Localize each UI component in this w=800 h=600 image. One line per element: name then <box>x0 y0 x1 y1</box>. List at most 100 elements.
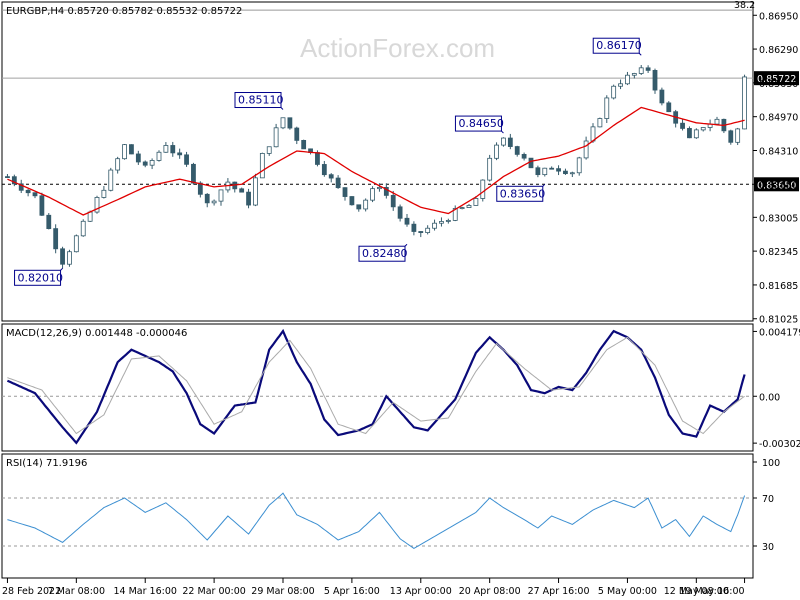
candle-body <box>473 198 479 206</box>
candle-body <box>87 211 93 222</box>
annotation-box <box>454 115 502 132</box>
candle-body <box>191 163 196 184</box>
candle-body <box>259 153 265 179</box>
price-annotation: 0.85110 <box>238 94 284 107</box>
rsi-axis-tick: 30 <box>762 542 774 553</box>
price-axis-tick: 0.82345 <box>759 247 798 258</box>
candle-body <box>156 151 162 161</box>
candle-body <box>60 248 65 265</box>
level-label: 0.83650 <box>757 180 796 191</box>
annotation-leader <box>280 107 284 110</box>
candle-body <box>542 167 548 176</box>
candle-body <box>728 130 734 143</box>
candle-body <box>652 69 658 91</box>
candle-body <box>638 67 644 74</box>
candle-body <box>569 172 575 175</box>
candle-body <box>404 217 410 225</box>
level-label-box <box>754 71 799 86</box>
candle-body <box>142 161 148 166</box>
macd-axis-tick: 0.004179 <box>759 327 800 338</box>
candle-body <box>18 183 24 191</box>
annotation-box <box>14 269 62 286</box>
candle-body <box>445 220 451 222</box>
candle-body <box>645 67 651 71</box>
annotation-box <box>234 92 282 109</box>
rsi-layer: 100 70 30 <box>2 458 780 553</box>
candle-body <box>659 89 665 104</box>
macd-axis-tick: 0.00 <box>759 392 780 403</box>
price-annotation: 0.86170 <box>596 39 642 52</box>
candle-body <box>618 83 623 87</box>
candle-body <box>432 222 437 229</box>
annotation-leader <box>638 52 642 56</box>
time-axis-tick: 20 Apr 08:00 <box>459 586 521 597</box>
candle-body <box>135 153 141 163</box>
candle-body <box>735 128 741 143</box>
macd-header: MACD(12,26,9) 0.001448 -0.000046 <box>6 328 187 339</box>
level-label-box <box>754 177 799 192</box>
candle-body <box>466 205 472 208</box>
annotation-leader <box>404 243 408 247</box>
annotation-box <box>496 185 544 202</box>
candle-body <box>514 146 520 155</box>
candle-body <box>611 85 617 99</box>
annotation-box <box>592 37 640 54</box>
candle-body <box>80 220 86 237</box>
candle-body <box>129 144 134 155</box>
time-axis-tick: 28 Feb 2022 <box>2 586 61 597</box>
candle-body <box>335 177 341 189</box>
candle-body <box>521 154 527 159</box>
macd-layer: 0.004179 0.00 -0.003022 <box>2 327 800 450</box>
candle-body <box>501 137 506 146</box>
candle-body <box>211 200 217 204</box>
watermark: ActionForex.com <box>300 33 495 63</box>
fib-label: 38.2 <box>734 0 755 11</box>
candle-body <box>487 157 493 181</box>
candle-body <box>693 129 699 139</box>
rsi-line <box>7 492 746 549</box>
candle-body <box>301 140 307 150</box>
candle-body <box>742 76 747 130</box>
price-axis-tick: 0.83650 <box>759 180 798 191</box>
candle-body <box>418 231 424 233</box>
candle-body <box>590 126 596 142</box>
candle-body <box>687 128 692 139</box>
time-axis-tick: 5 Apr 16:00 <box>324 586 380 597</box>
candle-body <box>666 102 672 113</box>
time-axis-tick: 29 Mar 08:00 <box>251 586 314 597</box>
candle-body <box>239 188 245 193</box>
candle-body <box>280 117 286 129</box>
candle-body <box>197 182 203 195</box>
macd-signal-line <box>7 336 745 435</box>
candle-body <box>163 145 169 153</box>
candle-body <box>604 97 610 119</box>
candle-body <box>680 122 685 129</box>
price-axis-tick: 0.85630 <box>759 79 798 90</box>
candle-body <box>363 199 369 210</box>
candle-body <box>94 197 100 213</box>
price-axis-tick: 0.81025 <box>759 315 798 326</box>
rsi-axis-tick: 100 <box>762 458 780 469</box>
candle-body <box>266 146 272 154</box>
candle-body <box>576 157 582 174</box>
candle-body <box>287 117 293 129</box>
candle-body <box>73 235 79 253</box>
annotation-box <box>358 245 406 262</box>
candle-body <box>700 127 706 131</box>
candle-body <box>714 118 720 125</box>
candle-body <box>583 140 589 159</box>
candle-body <box>53 228 59 250</box>
price-axis-tick: 0.86290 <box>759 45 798 56</box>
candle-body <box>101 189 107 198</box>
candle-body <box>370 188 375 201</box>
candle-body <box>349 196 355 206</box>
candle-body <box>459 207 465 209</box>
candle-body <box>631 73 637 76</box>
candle-body <box>5 176 10 179</box>
price-annotation: 0.83650 <box>500 187 546 200</box>
price-axis-tick: 0.81685 <box>759 281 798 292</box>
candle-body <box>315 152 320 165</box>
candle-body <box>253 177 258 206</box>
